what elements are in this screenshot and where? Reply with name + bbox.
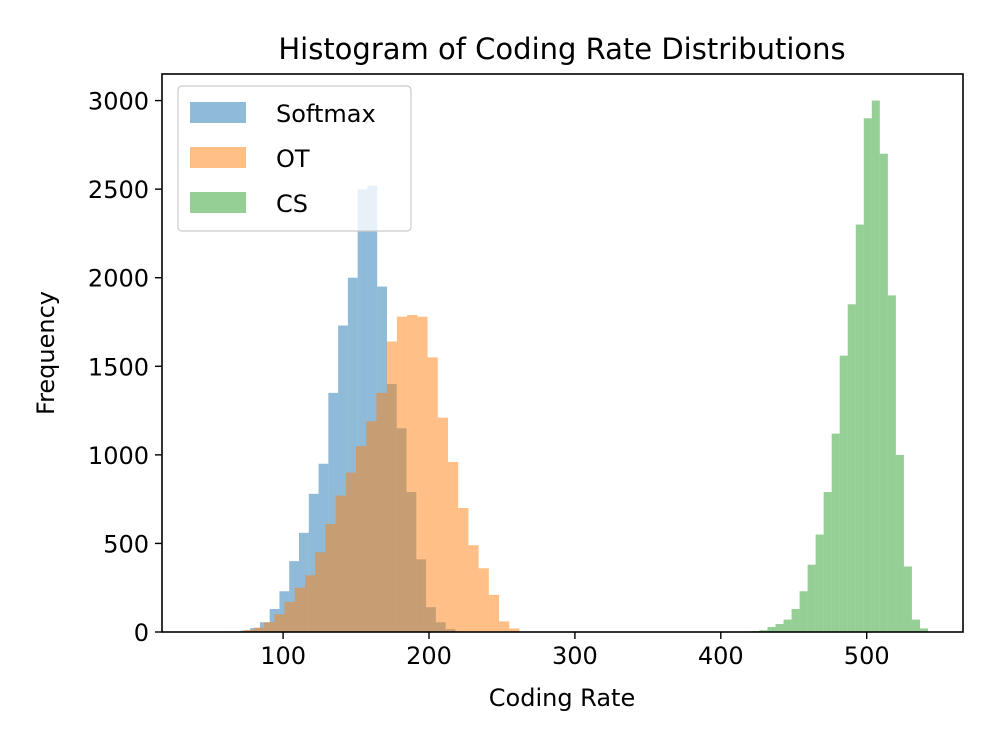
legend-swatch-softmax: [190, 102, 246, 123]
legend-label-cs: CS: [276, 190, 308, 218]
y-tick-label: 500: [103, 530, 149, 558]
y-tick-label: 2500: [88, 176, 149, 204]
x-tick-label: 100: [260, 642, 306, 670]
bar-ot-20: [447, 461, 459, 632]
bar-ot-22: [468, 545, 479, 632]
y-axis-label: Frequency: [32, 291, 60, 415]
bar-cs-5: [791, 608, 800, 632]
bars-layer: [230, 100, 928, 633]
y-axis: 0 500 1000 1500 2000 2500 3000: [88, 88, 162, 647]
y-tick-label: 1000: [88, 442, 149, 470]
bar-softmax-5: [279, 591, 290, 632]
bar-ot-26: [509, 628, 520, 632]
bar-ot-23: [478, 568, 489, 632]
bar-softmax-14: [367, 185, 378, 632]
series-cs: [751, 100, 928, 633]
bar-softmax-13: [357, 189, 368, 632]
bar-cs-10: [831, 433, 840, 632]
bar-softmax-7: [299, 532, 309, 632]
y-tick-label: 0: [134, 619, 149, 647]
bar-cs-15: [871, 100, 880, 633]
bar-ot-19: [437, 417, 448, 632]
legend-label-softmax: Softmax: [276, 100, 376, 128]
bar-softmax-8: [308, 493, 319, 632]
y-tick-label: 1500: [88, 353, 149, 381]
x-tick-label: 200: [406, 642, 452, 670]
bar-cs-9: [823, 492, 832, 632]
bar-cs-4: [783, 619, 792, 632]
legend-swatch-cs: [190, 192, 246, 213]
bar-cs-7: [807, 564, 816, 632]
bar-ot-5: [294, 587, 305, 632]
bar-ot-1: [253, 627, 265, 632]
bar-softmax-9: [318, 463, 329, 632]
chart-title: Histogram of Coding Rate Distributions: [278, 32, 845, 66]
bar-cs-14: [863, 118, 872, 633]
bar-ot-13: [376, 392, 387, 632]
bar-ot-6: [304, 575, 316, 632]
legend-swatch-ot: [190, 147, 246, 168]
series-ot: [243, 314, 520, 632]
legend-label-ot: OT: [276, 145, 310, 173]
bar-cs-18: [895, 454, 904, 632]
bar-cs-20: [911, 619, 920, 632]
bar-ot-11: [356, 446, 367, 632]
bar-cs-3: [775, 624, 784, 632]
bar-ot-9: [335, 495, 346, 632]
bar-cs-11: [839, 355, 848, 632]
bar-cs-1: [759, 630, 768, 632]
bar-cs-13: [855, 224, 864, 633]
y-tick-label: 3000: [88, 88, 149, 116]
bar-ot-15: [396, 316, 408, 632]
bar-ot-4: [284, 601, 295, 632]
y-tick-label: 2000: [88, 265, 149, 293]
bar-cs-21: [919, 628, 928, 632]
bar-cs-8: [815, 534, 824, 632]
bar-ot-24: [488, 594, 500, 632]
bar-ot-16: [407, 314, 418, 632]
bar-ot-21: [458, 508, 469, 632]
bar-softmax-11: [338, 325, 348, 632]
bar-softmax-6: [289, 561, 300, 632]
bar-softmax-10: [328, 392, 339, 632]
bar-ot-3: [274, 614, 285, 632]
bar-ot-8: [325, 523, 336, 632]
bar-cs-17: [887, 295, 896, 632]
bar-ot-25: [499, 621, 510, 632]
x-tick-label: 500: [844, 642, 890, 670]
bar-ot-7: [315, 552, 326, 632]
bar-cs-6: [799, 591, 808, 632]
bar-cs-2: [767, 627, 776, 632]
x-tick-label: 400: [698, 642, 744, 670]
bar-ot-2: [264, 622, 275, 632]
bar-cs-16: [879, 153, 888, 632]
bar-softmax-12: [347, 277, 358, 632]
axes-frame: [161, 73, 964, 633]
x-tick-label: 300: [552, 642, 598, 670]
bar-ot-17: [417, 316, 428, 632]
bar-ot-10: [345, 472, 357, 632]
legend: Softmax OT CS: [177, 85, 412, 232]
bar-ot-18: [427, 357, 438, 632]
bar-cs-12: [847, 304, 856, 632]
bar-cs-19: [903, 566, 912, 632]
bar-ot-0: [243, 629, 254, 632]
x-axis: 100 200 300 400 500: [260, 632, 890, 670]
bar-ot-12: [366, 421, 377, 632]
x-axis-label: Coding Rate: [489, 684, 635, 712]
bar-ot-14: [386, 341, 397, 632]
